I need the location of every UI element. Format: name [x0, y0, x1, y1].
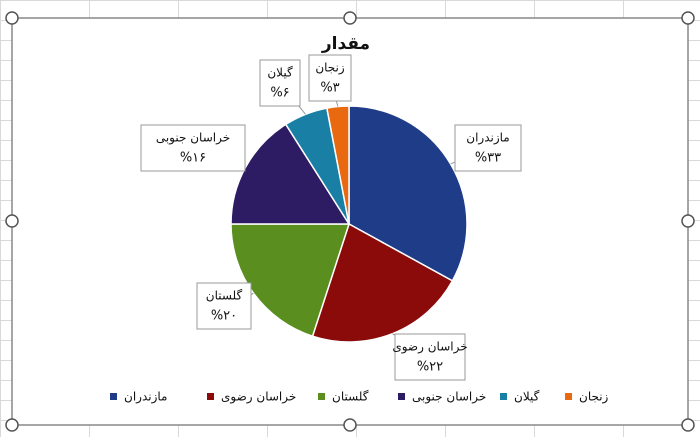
- data-label-value: %۲۲: [417, 360, 443, 375]
- legend-label: مازندران: [124, 390, 167, 405]
- data-label-box: [454, 124, 522, 172]
- pie-slice: [230, 223, 351, 338]
- data-label-box: [196, 282, 252, 330]
- data-label-name: زنجان: [315, 61, 345, 76]
- chart-title: مقدار: [321, 34, 370, 54]
- resize-handle[interactable]: [5, 11, 19, 25]
- pie-slice: [311, 222, 454, 343]
- pie-slice: [348, 105, 468, 282]
- legend-label: گلستان: [332, 390, 369, 404]
- resize-handle[interactable]: [343, 11, 357, 25]
- resize-handle[interactable]: [681, 214, 695, 228]
- data-label-box: [140, 124, 246, 172]
- data-label-value: %۳۳: [475, 151, 501, 166]
- legend-swatch: [565, 393, 572, 400]
- data-label-name: خراسان رضوی: [392, 340, 467, 355]
- data-label-value: %۳: [320, 81, 339, 96]
- legend-swatch: [398, 393, 405, 400]
- data-label-name: گیلان: [267, 66, 293, 80]
- legend-label: زنجان: [579, 390, 609, 405]
- legend-swatch: [318, 393, 325, 400]
- legend-swatch: [500, 393, 507, 400]
- data-label-box: [308, 54, 352, 102]
- data-label-name: گلستان: [206, 289, 243, 303]
- legend-swatch: [110, 393, 117, 400]
- data-label-box: [394, 333, 466, 381]
- data-label-value: %۱۶: [180, 151, 206, 166]
- legend-label: گیلان: [514, 390, 540, 404]
- resize-handle[interactable]: [5, 214, 19, 228]
- resize-handle[interactable]: [681, 418, 695, 432]
- resize-handle[interactable]: [681, 11, 695, 25]
- data-label-name: مازندران: [466, 131, 509, 146]
- resize-handle[interactable]: [343, 418, 357, 432]
- legend-label: خراسان رضوی: [221, 390, 296, 405]
- legend-swatch: [207, 393, 214, 400]
- data-label-value: %۲۰: [211, 309, 237, 324]
- data-label-value: %۶: [270, 86, 289, 101]
- resize-handle[interactable]: [5, 418, 19, 432]
- data-label-box: [259, 59, 301, 107]
- legend-label: خراسان جنوبی: [412, 390, 486, 405]
- data-label-name: خراسان جنوبی: [156, 131, 230, 146]
